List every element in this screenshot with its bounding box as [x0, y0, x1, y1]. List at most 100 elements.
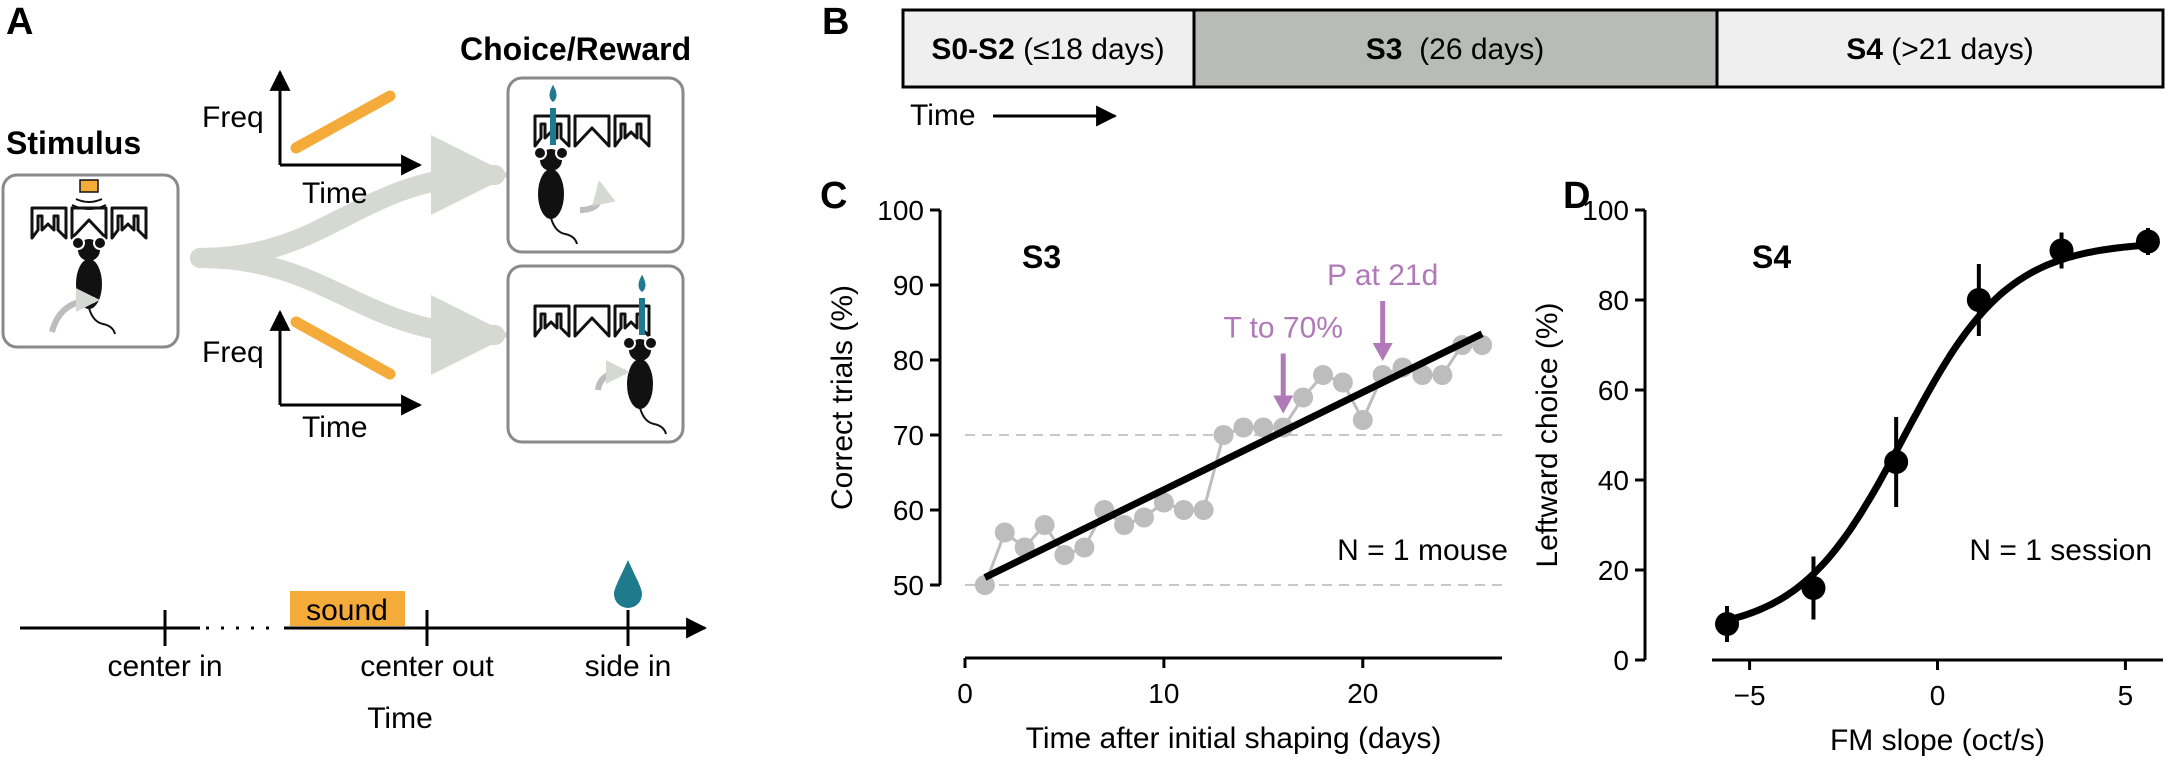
choice-point: [2049, 238, 2074, 263]
chart-d: 0 20 40 60 80 100 −5 0 5 FM slope (oct/s) Leftward…: [1531, 195, 2163, 757]
panel-a: A Stimulus Freq Time Freq Time: [1, 1, 708, 735]
y-tick-label: 50: [893, 570, 924, 601]
choice-point: [1715, 612, 1740, 636]
stimulus-label: Stimulus: [6, 125, 141, 161]
panel-d-letter: D: [1563, 175, 1590, 217]
performance-point: [1034, 515, 1055, 535]
x-axis-title: FM slope (oct/s): [1830, 724, 2045, 757]
performance-point: [1173, 500, 1194, 520]
choice-point: [1966, 288, 1991, 312]
annotation-t70-arrow-head: [1273, 395, 1294, 414]
performance-point: [1134, 507, 1154, 528]
y-tick-label: 80: [893, 345, 924, 376]
y-tick-label: 90: [893, 270, 924, 301]
water-drop-right-icon: [638, 274, 646, 293]
y-axis-title: Leftward choice (%): [1531, 302, 1564, 567]
y-tick-label: 60: [1598, 375, 1629, 406]
stimulus-approach-arrow: [49, 288, 100, 333]
water-drop-left-icon: [549, 84, 557, 103]
upsweep-freq-label: Freq: [202, 101, 264, 134]
performance-point: [1253, 417, 1274, 438]
y-tick-label: 0: [1613, 645, 1629, 676]
annotation-p21-arrow-head: [1372, 343, 1393, 361]
upsweep-time-label: Time: [302, 177, 368, 210]
event-center-in: center in: [107, 650, 222, 683]
panel-c-letter: C: [820, 175, 847, 217]
x-tick-label: 20: [1347, 678, 1378, 709]
x-tick-label: −5: [1734, 680, 1766, 711]
reward-drop-icon: [614, 560, 642, 608]
performance-point: [1313, 365, 1333, 385]
event-center-out: center out: [360, 650, 494, 683]
chart-c: 50 60 70 80 90 100 0 10 20 Time after initial sha…: [826, 195, 1508, 755]
annotation-t70-label: T to 70%: [1223, 312, 1343, 345]
sound-bar: [290, 591, 405, 626]
chart-d-title: S4: [1752, 239, 1791, 275]
performance-point: [1153, 492, 1174, 513]
performance-point: [1193, 500, 1214, 520]
stage-box-s4: [1715, 8, 2165, 89]
x-tick-label: 0: [1930, 680, 1946, 711]
chart-c-title: S3: [1022, 239, 1061, 275]
upsweep-line: [290, 90, 396, 154]
timeline-title: Time: [367, 702, 433, 735]
psychometric-fit-curve: [1726, 241, 2149, 624]
stage-label-s3: S3 (26 days): [1366, 33, 1544, 66]
trial-timeline: sound center in center out side in Time: [20, 560, 708, 735]
performance-point: [1432, 365, 1453, 385]
stage-time-label: Time: [910, 99, 976, 132]
y-tick-label: 60: [893, 495, 924, 526]
stage-box-s3: [1192, 8, 1719, 89]
downsweep-freq-label: Freq: [202, 336, 264, 369]
choice-right-arrow: [595, 360, 630, 391]
panel-a-letter: A: [6, 1, 33, 43]
performance-point: [974, 575, 995, 595]
choice-left-box: [506, 76, 685, 254]
downsweep-time-label: Time: [302, 411, 368, 444]
branch-arrow-bottom: [190, 248, 511, 375]
choice-point: [1884, 450, 1909, 474]
x-tick-label: 10: [1148, 678, 1179, 709]
chart-d-note: N = 1 session: [1969, 534, 2152, 567]
performance-point: [1332, 372, 1353, 393]
downsweep-plot: Freq Time: [202, 309, 423, 444]
panel-c: C 50 60 70 80 90 100 0 10 20 Time after initial s…: [820, 175, 1508, 755]
y-tick-label: 20: [1598, 555, 1629, 586]
choice-reward-label: Choice/Reward: [460, 31, 691, 67]
downsweep-line: [290, 316, 396, 380]
performance-point: [1293, 387, 1314, 408]
speaker-icon: [71, 179, 107, 210]
choice-point: [2135, 229, 2160, 254]
x-tick-label: 0: [957, 678, 973, 709]
linear-fit-line: [983, 330, 1484, 581]
choice-left-arrow: [579, 180, 616, 213]
panel-b-letter: B: [822, 1, 849, 43]
y-tick-label: 100: [1582, 195, 1629, 226]
x-axis-title: Time after initial shaping (days): [1026, 722, 1442, 755]
performance-point: [1412, 365, 1433, 385]
panel-d: D 0 20 40 60 80 100 −5 0 5 FM slope (oct/s) Leftwa…: [1531, 175, 2163, 757]
stage-label-s4: S4 (>21 days): [1846, 33, 2034, 66]
choice-point: [1801, 576, 1826, 600]
performance-point: [1074, 537, 1095, 558]
performance-point: [1054, 545, 1075, 565]
sound-label: sound: [306, 594, 388, 627]
performance-point: [1114, 515, 1135, 535]
annotation-p21-label: P at 21d: [1327, 259, 1438, 292]
y-tick-label: 40: [1598, 465, 1629, 496]
event-side-in: side in: [585, 650, 672, 683]
performance-point: [1233, 417, 1254, 438]
stage-label-s0-s2: S0-S2 (≤18 days): [931, 33, 1164, 66]
upsweep-plot: Freq Time: [202, 69, 423, 210]
chart-c-note: N = 1 mouse: [1337, 534, 1508, 567]
stage-box-s0-s2: [901, 8, 1196, 89]
y-tick-label: 100: [877, 195, 924, 226]
performance-point: [994, 522, 1015, 543]
performance-point: [1352, 410, 1373, 430]
choice-right-box: [506, 264, 685, 444]
panel-b: B S0-S2 (≤18 days) S3 (26 days) S4 (>21 …: [822, 1, 2165, 132]
y-axis-title: Correct trials (%): [826, 285, 859, 510]
y-tick-label: 70: [893, 420, 924, 451]
y-tick-label: 80: [1598, 285, 1629, 316]
